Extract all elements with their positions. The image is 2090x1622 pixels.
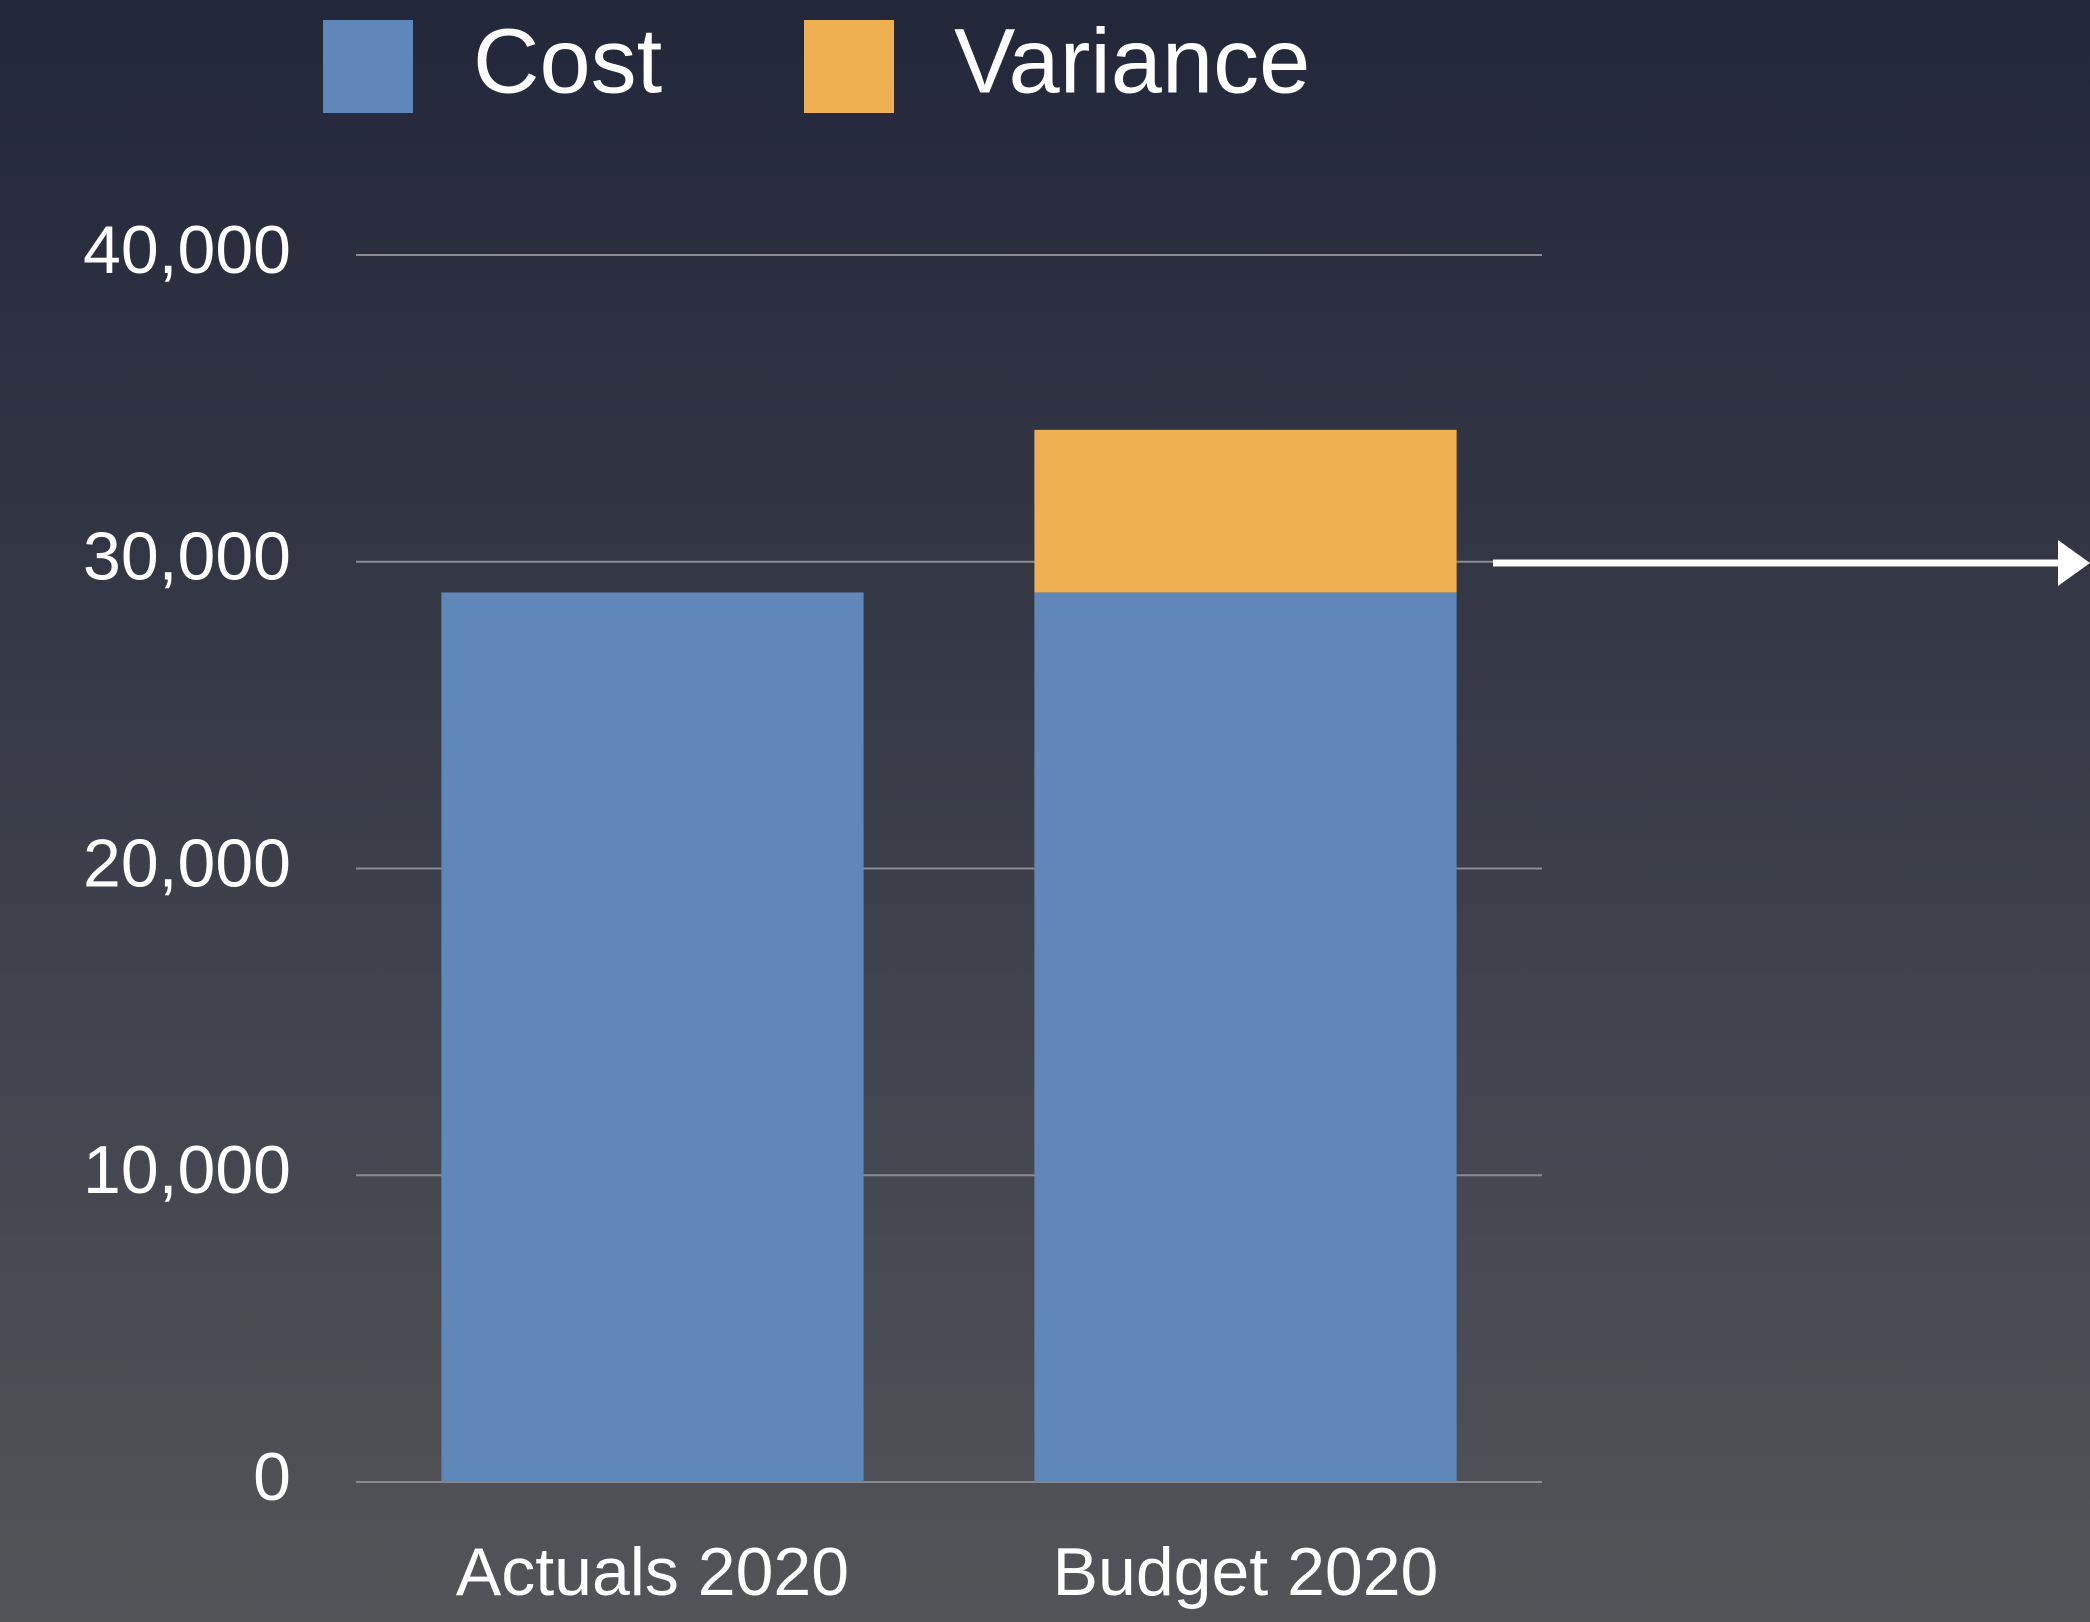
bar-segment xyxy=(1034,429,1457,593)
labels: 0 10,000 20,000 30,000 40,000 Actuals 2020 Bud… xyxy=(83,10,1438,1610)
legend-swatch xyxy=(804,20,894,113)
x-tick-label: Budget 2020 xyxy=(1053,1534,1439,1610)
legend-swatch xyxy=(323,20,413,113)
bar-segment xyxy=(1034,592,1457,1482)
bars xyxy=(441,429,1457,1482)
y-tick-label: 30,000 xyxy=(83,519,291,595)
y-tick-label: 20,000 xyxy=(83,825,291,901)
arrow xyxy=(1493,540,2090,586)
x-tick-label: Actuals 2020 xyxy=(456,1534,849,1610)
y-tick-label: 10,000 xyxy=(83,1132,291,1208)
arrow-head xyxy=(2058,540,2090,586)
legend-label: Cost xyxy=(473,10,662,112)
bar-segment xyxy=(441,592,864,1482)
y-tick-label: 0 xyxy=(253,1439,291,1515)
legend-label: Variance xyxy=(954,10,1310,112)
y-tick-label: 40,000 xyxy=(83,212,291,288)
